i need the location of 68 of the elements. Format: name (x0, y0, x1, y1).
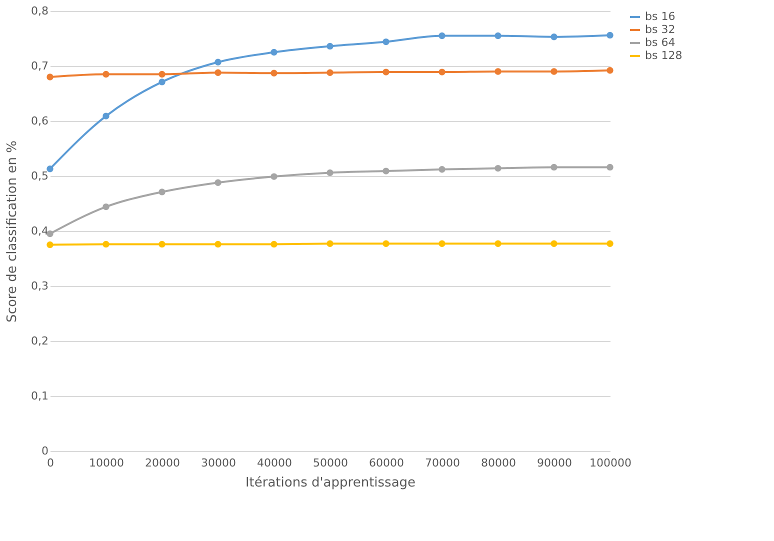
point (158, 188, 166, 196)
x-tick-label: 90000 (537, 456, 572, 470)
point (606, 240, 614, 247)
point (214, 240, 222, 248)
x-tick-label: 40000 (257, 456, 292, 470)
point (102, 240, 110, 248)
point (326, 169, 334, 176)
legend-label: bs 16 (645, 10, 676, 23)
point (46, 74, 54, 80)
point (438, 240, 446, 247)
point (494, 32, 502, 40)
y-tick-label: 0,8 (31, 4, 48, 18)
point (438, 166, 446, 173)
point (606, 164, 614, 171)
point (494, 164, 502, 172)
point (270, 48, 278, 56)
point (550, 34, 558, 40)
point (550, 164, 558, 171)
x-tick-label: 70000 (425, 456, 460, 470)
y-tick-label: 0,5 (31, 170, 48, 182)
point (102, 112, 110, 120)
point (46, 241, 54, 248)
x-tick-label: 10000 (89, 456, 124, 470)
y-tick-label: 0,1 (31, 390, 48, 402)
y-tick-label: 0,3 (31, 280, 48, 292)
point (438, 32, 446, 40)
point (494, 68, 502, 75)
legend-label: bs 64 (645, 36, 676, 49)
x-tick-label: 20000 (145, 456, 180, 470)
point (158, 240, 166, 248)
point (382, 68, 390, 76)
x-tick-label: 100000 (590, 456, 632, 470)
y-tick-label: 0,2 (31, 334, 48, 348)
x-tick-label: 50000 (313, 456, 348, 470)
point (326, 69, 334, 76)
point (214, 58, 222, 66)
point (550, 240, 558, 247)
y-axis-title: Score de classification en % (5, 140, 20, 322)
point (382, 168, 390, 174)
legend-label: bs 32 (645, 23, 676, 36)
x-tick-label: 80000 (481, 456, 516, 470)
point (158, 70, 166, 78)
point (270, 173, 278, 180)
legend-label: bs 128 (645, 49, 682, 62)
point (270, 240, 278, 248)
point (214, 179, 222, 186)
x-axis-title: Itérations d'apprentissage (245, 476, 416, 490)
y-tick-label: 0,6 (31, 114, 48, 128)
point (438, 68, 446, 76)
point (326, 240, 334, 247)
point (214, 69, 222, 76)
point (382, 240, 390, 247)
point (606, 67, 614, 74)
point (270, 70, 278, 76)
y-tick-label: 0 (42, 444, 48, 458)
y-tick-label: 0,7 (31, 60, 48, 72)
point (550, 68, 558, 75)
point (158, 78, 166, 86)
point (46, 166, 54, 172)
point (326, 42, 334, 50)
point (606, 32, 614, 39)
point (102, 203, 110, 210)
point (494, 240, 502, 247)
y-tick-label: 0,4 (31, 224, 48, 238)
point (382, 38, 390, 46)
point (102, 70, 110, 78)
x-tick-label: 60000 (369, 456, 404, 470)
x-tick-label: 30000 (201, 456, 236, 470)
